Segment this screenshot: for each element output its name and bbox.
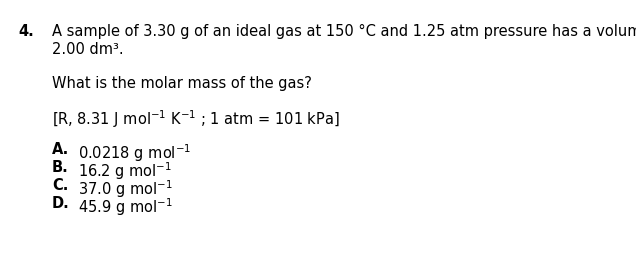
Text: 16.2 g mol$^{-1}$: 16.2 g mol$^{-1}$ [78, 160, 172, 182]
Text: 2.00 dm³.: 2.00 dm³. [52, 42, 123, 57]
Text: 4.: 4. [18, 24, 34, 39]
Text: [R, 8.31 J mol$^{-1}$ K$^{-1}$ ; 1 atm = 101 kPa]: [R, 8.31 J mol$^{-1}$ K$^{-1}$ ; 1 atm =… [52, 108, 340, 130]
Text: B.: B. [52, 160, 69, 175]
Text: A sample of 3.30 g of an ideal gas at 150 °C and 1.25 atm pressure has a volume : A sample of 3.30 g of an ideal gas at 15… [52, 24, 636, 39]
Text: What is the molar mass of the gas?: What is the molar mass of the gas? [52, 76, 312, 91]
Text: D.: D. [52, 196, 70, 211]
Text: A.: A. [52, 142, 69, 157]
Text: 37.0 g mol$^{-1}$: 37.0 g mol$^{-1}$ [78, 178, 172, 200]
Text: C.: C. [52, 178, 69, 193]
Text: 0.0218 g mol$^{-1}$: 0.0218 g mol$^{-1}$ [78, 142, 191, 164]
Text: 45.9 g mol$^{-1}$: 45.9 g mol$^{-1}$ [78, 196, 172, 218]
